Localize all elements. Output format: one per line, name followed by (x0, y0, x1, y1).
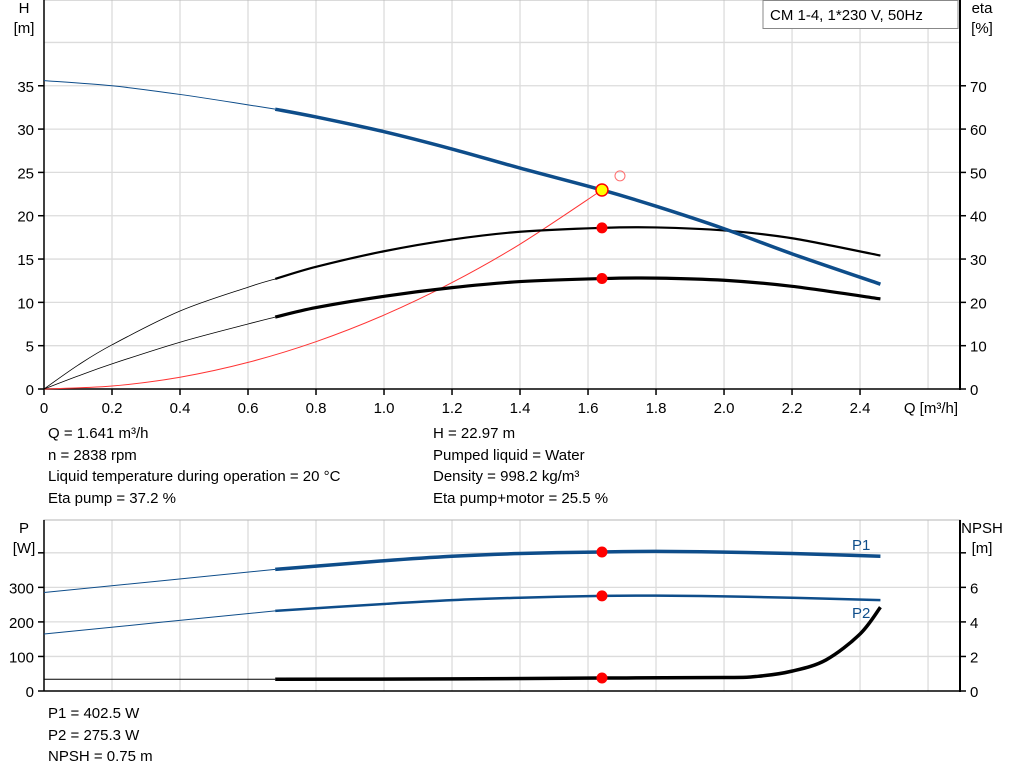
y-axis-label-right: NPSH (961, 520, 1003, 537)
requested-point (614, 170, 626, 182)
p1-point (596, 546, 608, 558)
y-tick-label-right: 10 (970, 339, 987, 356)
x-axis-label: Q [m³/h] (904, 400, 958, 417)
y-tick-label-right: 20 (970, 295, 987, 312)
npsh-curve (275, 606, 882, 682)
system-curve (43, 189, 603, 390)
y-axis-label-left: H (19, 0, 30, 17)
eta-pump-motor-curve-extended (43, 316, 276, 390)
x-tick-label: 0.6 (238, 400, 259, 417)
plot-0 (38, 0, 966, 395)
p1-label: P1 (852, 537, 870, 554)
info-pumped-liquid: Pumped liquid = Water (433, 446, 585, 464)
y-tick-label-right: 6 (970, 580, 978, 597)
x-tick-label: 1.6 (578, 400, 599, 417)
info-liquid-temp: Liquid temperature during operation = 20… (48, 468, 341, 485)
y-tick-label-right: 60 (970, 122, 987, 139)
y-tick-label-right: 30 (970, 252, 987, 269)
p2-curve (275, 594, 881, 613)
p2-label: P2 (852, 605, 870, 622)
info-p2: P2 = 275.3 W (48, 726, 140, 744)
info-eta-pump: Eta pump = 37.2 % (48, 489, 176, 507)
eta-pump-curve-extended (43, 278, 276, 390)
y-tick-label-right: 0 (970, 684, 978, 701)
y-tick-label-left: 30 (17, 122, 34, 139)
y-tick-label-left: 0 (26, 684, 34, 701)
y-tick-label-left: 15 (17, 252, 34, 269)
x-tick-label: 0 (40, 400, 48, 417)
y-axis-label-left: [W] (13, 540, 36, 557)
y-tick-label-right: 50 (970, 165, 987, 182)
title-box-text: CM 1-4, 1*230 V, 50Hz (770, 7, 923, 24)
x-tick-label: 2.4 (850, 400, 871, 417)
x-tick-label: 1.4 (510, 400, 531, 417)
y-axis-label-right: eta (972, 0, 994, 17)
p1-curve (275, 549, 881, 572)
y-tick-label-left: 300 (9, 580, 34, 597)
y-tick-label-right: 0 (970, 382, 978, 399)
plot-frame (43, 0, 961, 390)
x-tick-label: 0.8 (306, 400, 327, 417)
y-tick-label-right: 2 (970, 649, 978, 666)
x-tick-label: 2.2 (782, 400, 803, 417)
y-axis-label-right: [%] (971, 20, 993, 37)
y-axis-label-left: P (19, 520, 29, 537)
y-tick-label-left: 25 (17, 165, 34, 182)
y-tick-label-right: 70 (970, 79, 987, 96)
info-density: Density = 998.2 kg/m³ (433, 468, 580, 485)
info-eta-pump-motor: Eta pump+motor = 25.5 % (433, 489, 609, 507)
x-tick-label: 1.8 (646, 400, 667, 417)
y-tick-label-left: 35 (17, 79, 34, 96)
info-left: Q = 1.641 m³/h n = 2838 rpm Liquid tempe… (48, 423, 340, 509)
eta-pump-curve (274, 226, 881, 281)
x-tick-label: 0.2 (102, 400, 123, 417)
y-tick-label-left: 0 (26, 382, 34, 399)
x-tick-label: 1.2 (442, 400, 463, 417)
p1-curve-extended (43, 568, 276, 594)
head-curve-extended (43, 80, 276, 110)
info-speed: n = 2838 rpm (48, 446, 137, 464)
operating-point (595, 183, 609, 197)
info-bottom: P1 = 402.5 W P2 = 275.3 W NPSH = 0.75 m (48, 703, 153, 768)
x-tick-label: 1.0 (374, 400, 395, 417)
info-p1: P1 = 402.5 W (48, 705, 140, 722)
eta-pump-point (596, 222, 608, 234)
title-box (762, 0, 959, 29)
y-tick-label-right: 40 (970, 209, 987, 226)
p2-curve-extended (43, 610, 276, 635)
y-axis-label-right: [m] (972, 540, 993, 557)
y-tick-label-right: 4 (970, 615, 978, 632)
npsh-point (596, 672, 608, 684)
y-tick-label-left: 20 (17, 209, 34, 226)
y-tick-label-left: 100 (9, 649, 34, 666)
x-tick-label: 2.0 (714, 400, 735, 417)
p2-point (596, 590, 608, 602)
plot-1 (38, 519, 966, 692)
info-right: H = 22.97 m Pumped liquid = Water Densit… (433, 423, 608, 509)
y-tick-label-left: 200 (9, 615, 34, 632)
y-tick-label-left: 10 (17, 295, 34, 312)
eta-pump-motor-point (596, 273, 608, 285)
head-curve (274, 107, 882, 286)
x-tick-label: 0.4 (170, 400, 191, 417)
info-flow: Q = 1.641 m³/h (48, 425, 149, 442)
plot-frame (43, 519, 961, 692)
y-tick-label-left: 5 (26, 339, 34, 356)
y-axis-label-left: [m] (14, 20, 35, 37)
eta-pump-motor-curve (274, 276, 881, 319)
info-npsh: NPSH = 0.75 m (48, 748, 153, 765)
info-head: H = 22.97 m (433, 425, 516, 442)
